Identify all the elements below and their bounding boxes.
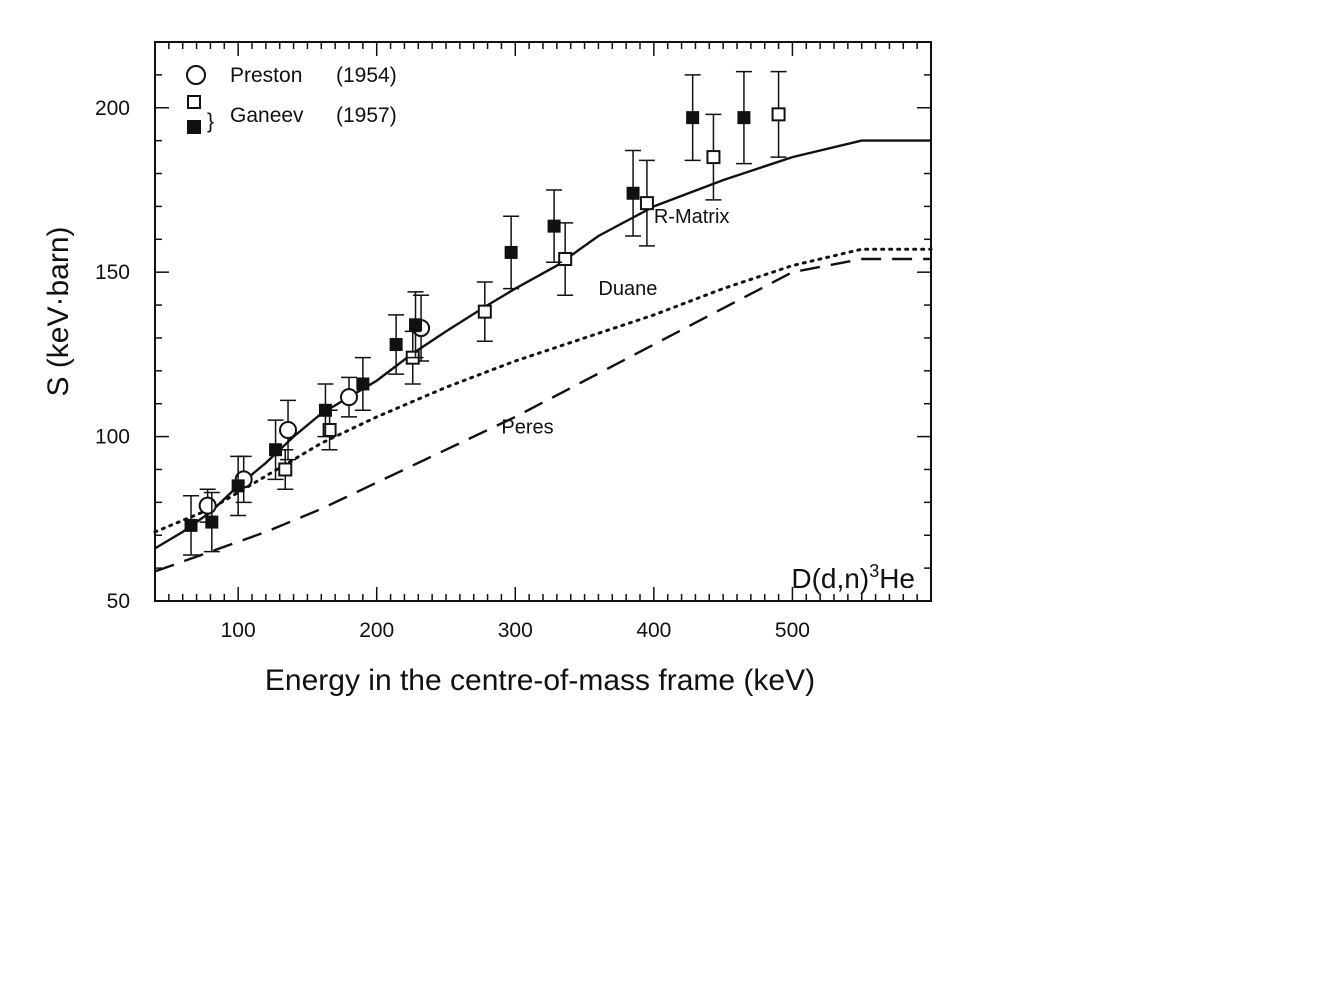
x-tick-label: 300 [498, 619, 533, 642]
reaction-annotation: D(d,n)3He [791, 561, 915, 594]
curve-duane [153, 247, 933, 534]
point-square-filled [737, 111, 751, 125]
point-square-filled [389, 338, 403, 352]
y-tick-label: 200 [95, 97, 130, 120]
x-tick-label: 100 [221, 619, 256, 642]
point-square-open [558, 252, 573, 267]
legend-marker-ganeev-filled-square [187, 120, 201, 134]
x-tick-label: 400 [636, 619, 671, 642]
legend-label-preston: Preston [230, 64, 302, 87]
data-points [183, 70, 787, 556]
x-tick-label: 500 [775, 619, 810, 642]
model-curves: R-Matrix Duane Peres [153, 139, 933, 573]
point-square-filled [547, 219, 561, 233]
curve-label-peres: Peres [501, 416, 553, 438]
curve-r-matrix [154, 139, 931, 550]
point-square-filled [318, 403, 332, 417]
reaction-superscript: 3 [869, 561, 879, 581]
y-axis-title: S (keV·barn) [42, 226, 75, 396]
legend: Preston (1954) } Ganeev (1957) [186, 64, 397, 134]
point-circle-open [340, 388, 358, 407]
point-square-open [477, 304, 492, 319]
curve-label-duane: Duane [598, 278, 657, 300]
legend-marker-ganeev-open-square [187, 95, 201, 109]
legend-label-ganeev: Ganeev [230, 104, 304, 127]
point-square-filled [184, 518, 198, 532]
point-square-open [639, 196, 654, 211]
point-square-open [278, 462, 293, 477]
x-tick-label: 200 [359, 619, 394, 642]
point-square-open [771, 107, 786, 122]
y-tick-label: 150 [95, 261, 130, 284]
axis-ticks [155, 41, 932, 602]
x-axis-title: Energy in the centre-of-mass frame (keV) [265, 664, 815, 697]
point-square-filled [686, 111, 700, 125]
point-circle-open [279, 421, 298, 440]
legend-year-ganeev: (1957) [336, 104, 397, 127]
point-square-filled [205, 515, 219, 529]
point-square-open [706, 150, 721, 165]
point-circle-open [198, 496, 217, 515]
reaction-tail: He [879, 563, 915, 594]
y-tick-label: 100 [95, 426, 130, 449]
legend-year-preston: (1954) [336, 64, 397, 87]
point-square-filled [409, 318, 423, 332]
point-square-filled [626, 186, 640, 200]
y-tick-label: 50 [107, 590, 130, 613]
point-square-filled [269, 443, 283, 457]
point-square-filled [356, 377, 370, 391]
point-square-filled [231, 479, 245, 493]
point-square-filled [504, 245, 518, 259]
curve-label-r-matrix: R-Matrix [654, 206, 730, 228]
legend-marker-preston-circle [186, 65, 206, 85]
legend-brace: } [207, 110, 214, 133]
tick-labels: 100 200 300 400 500 50 100 150 200 [95, 97, 810, 642]
curve-peres [154, 257, 931, 573]
reaction-main: D(d,n) [791, 563, 869, 594]
